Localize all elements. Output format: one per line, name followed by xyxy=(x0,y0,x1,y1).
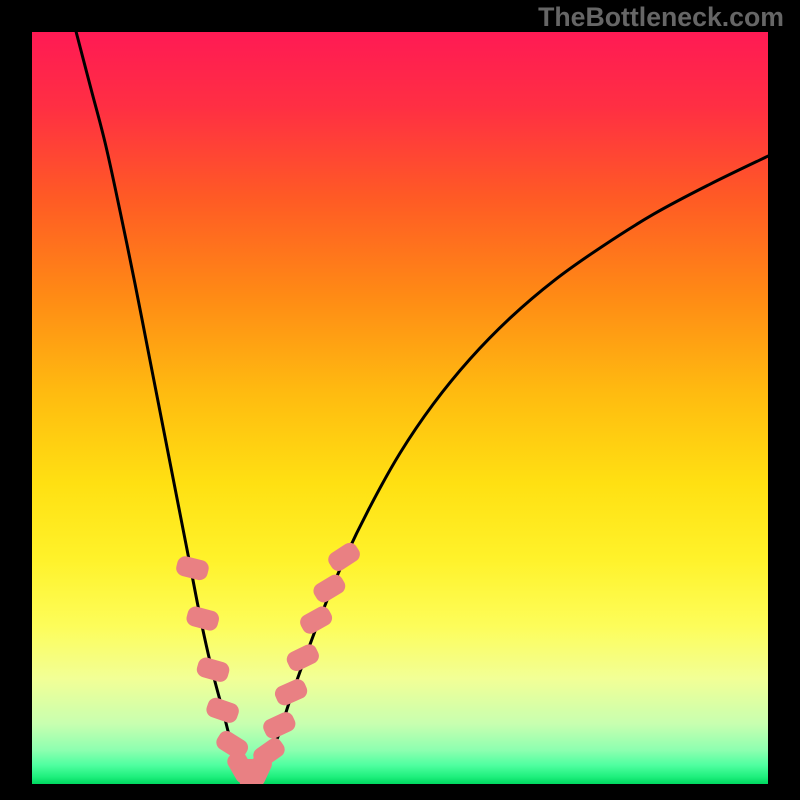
figure-frame: TheBottleneck.com xyxy=(0,0,800,800)
bottleneck-v-chart xyxy=(0,0,800,800)
watermark-label: TheBottleneck.com xyxy=(538,2,784,33)
gradient-background xyxy=(32,32,768,784)
